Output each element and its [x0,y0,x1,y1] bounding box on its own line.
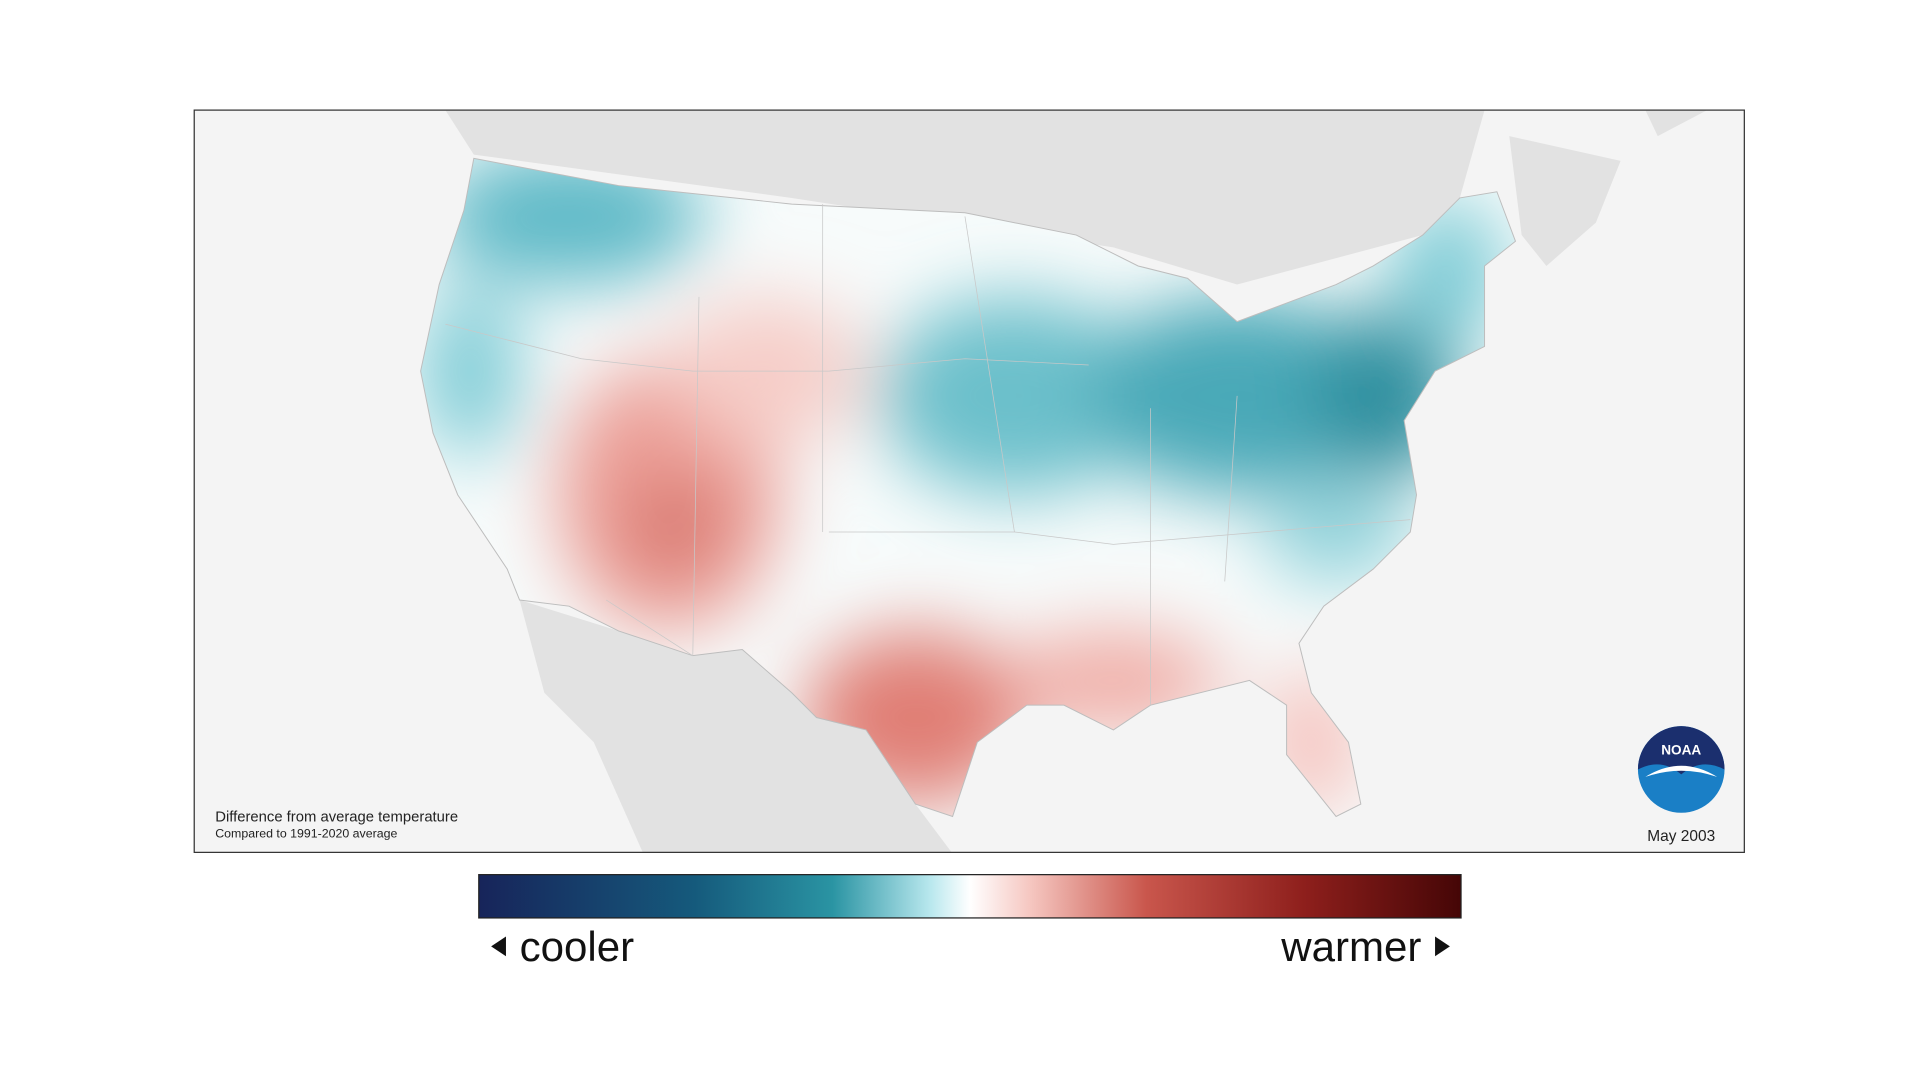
warmer-label: warmer [1280,923,1421,970]
caption-title: Difference from average temperature [215,809,458,825]
state-borders [445,204,1411,706]
us-outline [420,157,1517,818]
map-area: Difference from average temperature Comp… [194,110,1745,853]
warmer-arrow [1435,936,1450,957]
color-scale [478,874,1462,919]
logo-text: NOAA [1661,743,1701,758]
cooler-arrow [491,936,506,957]
noaa-logo: NOAA [1637,726,1725,813]
color-legend: cooler warmer [478,874,1462,970]
caption-subtitle: Compared to 1991-2020 average [215,827,397,841]
map-frame [193,109,1745,853]
canada-east [1509,110,1708,266]
map-date: May 2003 [1647,828,1715,845]
canada [445,110,1485,285]
cooler-label: cooler [520,923,635,970]
mexico [519,600,952,853]
